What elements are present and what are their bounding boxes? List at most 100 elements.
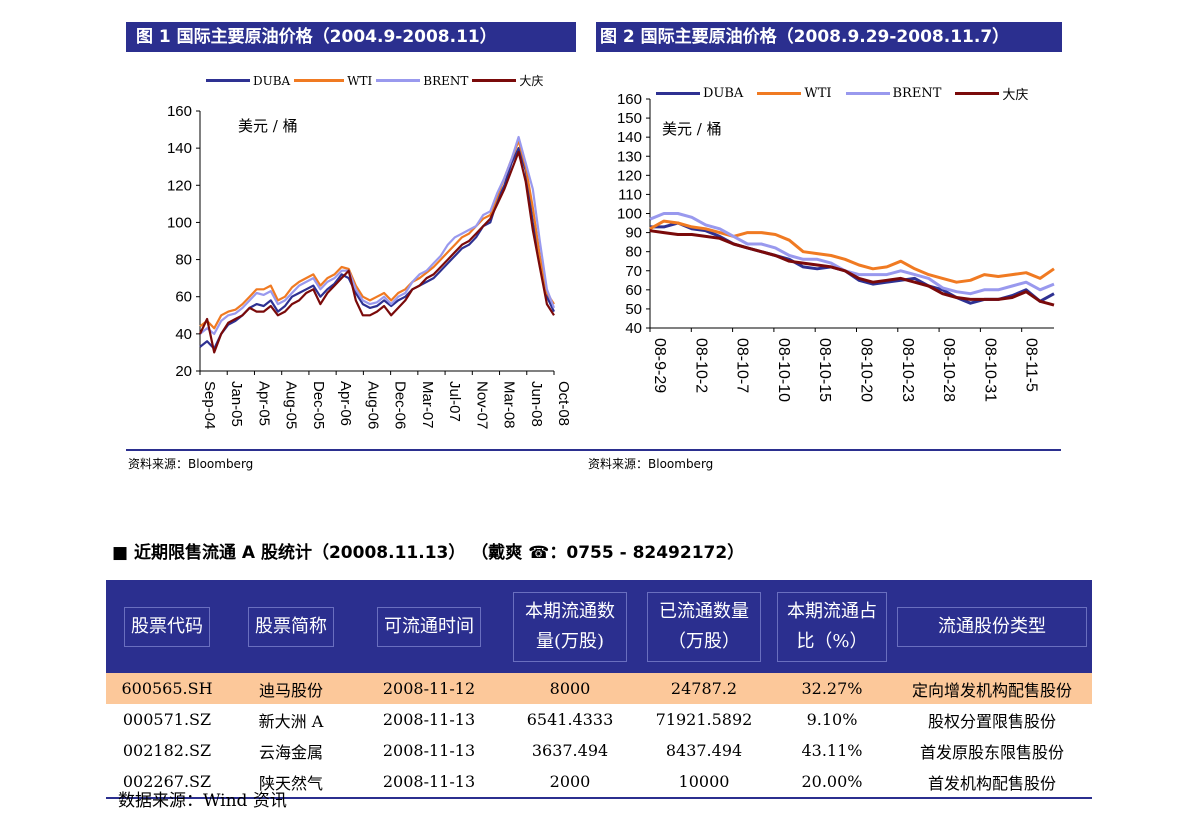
x-tick-label: Apr-06 — [337, 381, 354, 426]
cell-current-qty: 3637.494 — [531, 741, 609, 760]
x-tick-label: 08-10-23 — [899, 338, 916, 402]
figure-1-title: 图 1 国际主要原油价格（2004.9-2008.11） — [136, 27, 497, 47]
x-tick-label: Jun-08 — [528, 381, 545, 427]
cell-name: 迪马股份 — [258, 680, 323, 700]
y-tick-label: 140 — [617, 129, 642, 146]
y-tick-label: 40 — [625, 320, 642, 337]
x-tick-label: 08-10-20 — [857, 338, 874, 402]
cell-share-type: 定向增发机构配售股份 — [911, 680, 1072, 700]
table-source: 数据来源：Wind 资讯 — [118, 791, 287, 811]
header-stock-name: 股票简称 — [248, 606, 334, 647]
chart-1: 美元 / 桶 20 40 60 80 100 120 140 160 Sep-04 Jan-05 A… — [167, 103, 570, 429]
x-tick-label: Sep-04 — [201, 381, 218, 429]
figure-2-legend: DUBA WTI BRENT 大庆 — [656, 84, 1032, 103]
cell-circulated-qty: 24787.2 — [670, 679, 738, 698]
x-tick-label: Dec-05 — [310, 381, 327, 429]
x-tick-label: 08-10-15 — [816, 338, 833, 402]
cell-name: 云海金属 — [258, 742, 323, 762]
header-ratio: 本期流通占比（%） — [777, 591, 887, 662]
y-tick-label: 70 — [625, 263, 642, 280]
x-tick-label: Aug-05 — [283, 381, 300, 429]
cell-code: 002267.SZ — [106, 766, 228, 799]
x-tick-label: Oct-08 — [555, 381, 570, 426]
cell-circulated-qty: 71921.5892 — [655, 710, 753, 729]
y-tick-label: 60 — [175, 289, 192, 306]
y-tick-label: 120 — [167, 177, 192, 194]
cell-code: 000571.SZ — [122, 710, 212, 729]
series-line-2 — [199, 135, 556, 335]
legend-wti: WTI — [294, 74, 372, 88]
header-share-type: 流通股份类型 — [897, 606, 1087, 647]
legend-daqing: 大庆 — [472, 72, 543, 89]
restricted-shares-table: 股票代码 股票简称 可流通时间 本期流通数量(万股) 已流通数量（万股） 本期流… — [106, 580, 1092, 799]
y-tick-label: 100 — [167, 214, 192, 231]
figure-1-header: 图 1 国际主要原油价格（2004.9-2008.11） — [126, 22, 596, 52]
x-tick-label: Jul-07 — [446, 381, 463, 422]
cell-share-type: 股权分置限售股份 — [927, 711, 1056, 731]
figure-1-legend: DUBA WTI BRENT 大庆 — [206, 72, 547, 89]
x-tick-label: Aug-06 — [364, 381, 381, 429]
y-tick-label: 110 — [618, 186, 642, 203]
legend-duba: DUBA — [656, 86, 743, 101]
series-line-1 — [199, 139, 555, 330]
y-tick-label: 150 — [617, 110, 642, 127]
table-row: 002267.SZ 陕天然气 2008-11-13 2000 10000 20.… — [106, 766, 1092, 799]
series-line-0 — [199, 147, 555, 350]
header-current-qty: 本期流通数量(万股) — [513, 591, 627, 662]
cell-current-qty: 6541.4333 — [526, 710, 614, 729]
x-tick-label: 08-10-31 — [981, 338, 998, 402]
cell-ratio: 32.27% — [801, 679, 863, 698]
table-header-row: 股票代码 股票简称 可流通时间 本期流通数量(万股) 已流通数量（万股） 本期流… — [106, 580, 1092, 673]
legend-wti: WTI — [757, 86, 832, 101]
header-stock-code: 股票代码 — [124, 606, 210, 647]
series-line-3 — [649, 229, 1055, 307]
x-tick-label: Dec-06 — [392, 381, 409, 429]
series-line-2 — [649, 212, 1055, 296]
legend-brent: BRENT — [845, 86, 941, 101]
cell-date: 2008-11-13 — [382, 710, 476, 729]
cell-circulated-qty: 8437.494 — [665, 741, 743, 760]
header-circulated-qty: 已流通数量（万股） — [647, 591, 761, 662]
cell-date: 2008-11-13 — [382, 741, 476, 760]
legend-daqing: 大庆 — [955, 84, 1028, 103]
y-tick-label: 90 — [625, 225, 642, 242]
y-tick-label: 160 — [617, 91, 642, 108]
series-line-1 — [649, 219, 1055, 284]
chart-2: 美元 / 桶 40 50 60 70 80 90 100 110 120 130 140 150 160… — [617, 91, 1055, 402]
cell-ratio: 9.10% — [806, 710, 858, 729]
cell-code: 002182.SZ — [122, 741, 212, 760]
x-tick-label: 08-10-28 — [940, 338, 957, 402]
y-tick-label: 100 — [617, 206, 642, 223]
table-row: 000571.SZ 新大洲 A 2008-11-13 6541.4333 719… — [106, 704, 1092, 735]
y-tick-label: 40 — [175, 326, 192, 343]
figure-1-source: 资料来源：Bloomberg — [128, 457, 254, 471]
x-tick-label: 08-11-5 — [1023, 338, 1040, 392]
header-tradable-date: 可流通时间 — [377, 606, 481, 647]
cell-code: 600565.SH — [121, 679, 213, 698]
y-tick-label: 120 — [617, 167, 642, 184]
y-tick-label: 60 — [625, 282, 642, 299]
x-tick-label: Nov-07 — [473, 381, 490, 429]
cell-ratio: 43.11% — [801, 741, 863, 760]
section-title: ■ 近期限售流通 A 股统计（20008.11.13） （戴爽 ☎：0755 -… — [112, 543, 745, 563]
x-tick-label: Apr-05 — [255, 381, 272, 426]
x-tick-label: Mar-08 — [501, 381, 518, 429]
y-tick-label: 50 — [625, 301, 642, 318]
chart-2-unit-note: 美元 / 桶 — [662, 120, 722, 138]
figure-2-header: 图 2 国际主要原油价格（2008.9.29-2008.11.7） — [590, 22, 1062, 52]
table-row: 600565.SH 迪马股份 2008-11-12 8000 24787.2 3… — [106, 673, 1092, 704]
y-tick-label: 140 — [167, 140, 192, 157]
cell-current-qty: 8000 — [549, 679, 591, 698]
cell-name: 新大洲 A — [258, 711, 324, 731]
y-tick-label: 80 — [625, 244, 642, 261]
x-tick-label: Mar-07 — [419, 381, 436, 429]
cell-date: 2008-11-12 — [382, 679, 476, 698]
y-tick-label: 130 — [617, 148, 642, 165]
y-tick-label: 20 — [175, 363, 192, 380]
series-line-3 — [199, 150, 555, 354]
chart-1-unit-note: 美元 / 桶 — [238, 117, 298, 135]
table-row: 002182.SZ 云海金属 2008-11-13 3637.494 8437.… — [106, 735, 1092, 766]
x-tick-label: Jan-05 — [228, 381, 245, 427]
cell-circulated-qty: 10000 — [636, 766, 772, 799]
figure-header-gap — [576, 22, 596, 52]
